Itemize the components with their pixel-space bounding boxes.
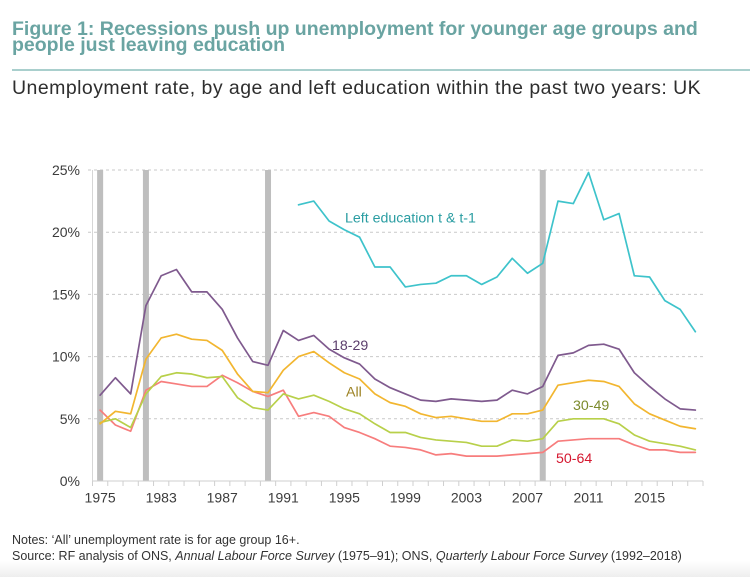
figure-title-line-2: people just leaving education — [12, 33, 286, 56]
gridlines — [88, 169, 703, 420]
series-labels: Left education t & t-1 18-29 All 30-49 5… — [332, 211, 609, 468]
series-lines — [99, 171, 697, 457]
bottom-fade — [0, 561, 750, 577]
source-annual-lfs-title: Annual Labour Force Survey — [175, 548, 335, 563]
series-label-18-29: 18-29 — [332, 338, 368, 354]
series-line-left-education-t-t-1 — [297, 171, 697, 333]
x-tick-label: 2015 — [634, 490, 665, 506]
source-quarterly-years: (1992–2018) — [607, 548, 682, 563]
x-tick-label: 1987 — [207, 490, 238, 506]
recession-bar — [142, 170, 149, 481]
figure-subtitle: Unemployment rate, by age and left educa… — [12, 77, 702, 99]
series-line-all — [99, 333, 697, 430]
series-label-30-49: 30-49 — [573, 398, 609, 414]
y-tick-label: 0% — [60, 473, 80, 489]
y-tick-label: 15% — [52, 286, 80, 302]
series-line-50-64 — [99, 374, 697, 457]
recession-bars — [97, 170, 546, 481]
series-label-50-64: 50-64 — [556, 451, 592, 467]
x-tick-label: 1999 — [390, 490, 421, 506]
x-tick-label: 2007 — [512, 490, 543, 506]
series-line-18-29 — [99, 268, 697, 411]
series-line-30-49 — [99, 371, 697, 451]
x-tick-label: 1991 — [268, 490, 299, 506]
recession-bar — [97, 170, 104, 481]
chart-notes: Notes: ‘All’ unemployment rate is for ag… — [12, 533, 300, 547]
chart-source: Source: RF analysis of ONS, Annual Labou… — [12, 548, 682, 563]
x-tick-label: 1975 — [85, 490, 116, 506]
source-annual-years: (1975–91); ONS, — [334, 548, 436, 563]
source-prefix: Source: RF analysis of ONS, — [12, 548, 176, 563]
recession-bar — [539, 170, 546, 481]
x-tick-label: 1995 — [329, 490, 360, 506]
x-tick-label: 2011 — [573, 490, 603, 506]
title-separator — [12, 68, 750, 71]
series-label-left-education: Left education t & t-1 — [345, 211, 476, 227]
x-tick-label: 2003 — [451, 490, 482, 506]
series-label-all: All — [346, 385, 362, 401]
x-tick-label: 1983 — [146, 490, 177, 506]
recession-bar — [265, 170, 272, 481]
y-tick-label: 10% — [52, 349, 80, 365]
y-tick-label: 25% — [52, 162, 80, 178]
source-quarterly-lfs-title: Quarterly Labour Force Survey — [435, 548, 608, 563]
figure-title-line-1: Figure 1: Recessions push up unemploymen… — [12, 17, 698, 40]
y-tick-label: 20% — [52, 224, 80, 240]
y-tick-label: 5% — [60, 411, 80, 427]
axes: 0% 5% 10% 15% 20% 25% 1975 1983 1987 1991 1995 1999… — [52, 162, 704, 506]
